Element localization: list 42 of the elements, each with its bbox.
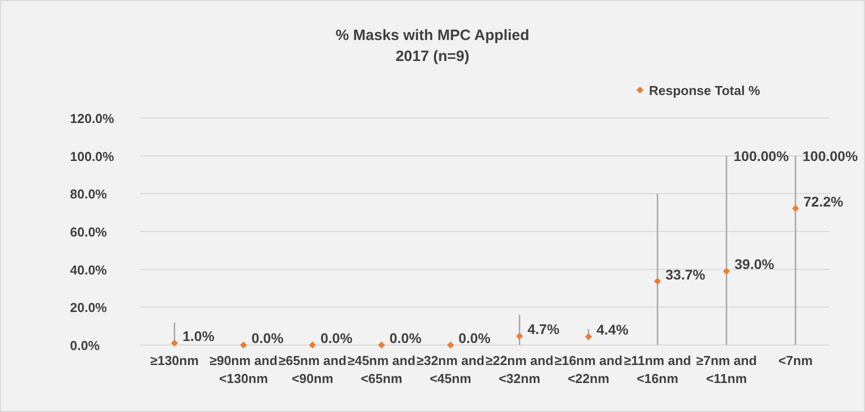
data-label: 0.0%	[252, 330, 284, 346]
x-tick-label: ≥22nm and <32nm	[486, 353, 554, 386]
data-label: 0.0%	[320, 330, 353, 346]
x-tick-label: ≥11nm and <16nm	[624, 353, 692, 386]
y-tick-label: 0.0%	[70, 338, 100, 353]
data-label: 39.0%	[734, 256, 775, 272]
point	[723, 268, 730, 275]
y-tick-label: 20.0%	[70, 300, 108, 316]
annotation: 100.00%	[734, 148, 790, 164]
x-tick-label: ≥130nm	[150, 353, 199, 368]
point	[171, 340, 178, 347]
data-label: 4.7%	[528, 321, 560, 338]
point	[585, 333, 592, 340]
point	[240, 342, 247, 348]
x-tick-label: ≥65nm and <90nm	[278, 353, 346, 386]
chart-title: % Masks with MPC Applied	[336, 27, 530, 44]
x-tick-label: ≥45nm and <65nm	[348, 353, 416, 386]
data-label: 72.2%	[804, 193, 844, 210]
legend-label: Response Total %	[649, 83, 760, 98]
point	[309, 342, 316, 348]
y-tick-label: 40.0%	[70, 262, 108, 278]
data-label: 0.0%	[458, 330, 491, 346]
y-tick-label: 120.0%	[70, 111, 115, 126]
data-label: 33.7%	[666, 266, 706, 282]
point	[516, 332, 523, 340]
data-label: 4.4%	[596, 322, 629, 338]
y-tick-label: 60.0%	[70, 224, 108, 240]
x-tick-label: ≥32nm and <45nm	[416, 353, 484, 386]
data-label: 1.0%	[182, 328, 215, 344]
data-label: 0.0%	[390, 330, 422, 346]
point	[378, 342, 385, 348]
point	[792, 204, 799, 212]
x-tick-label: <7nm	[778, 353, 813, 368]
y-tick-label: 80.0%	[70, 186, 108, 202]
x-tick-label: ≥90nm and <130nm	[210, 353, 278, 386]
y-tick-label: 100.0%	[70, 148, 115, 164]
point	[447, 342, 454, 348]
x-tick-label: ≥7nm and <11nm	[696, 353, 757, 386]
x-tick-label: ≥16nm and <22nm	[554, 353, 622, 386]
chart-subtitle: 2017 (n=9)	[396, 48, 470, 65]
point	[654, 278, 661, 285]
annotation: 100.00%	[802, 148, 858, 164]
